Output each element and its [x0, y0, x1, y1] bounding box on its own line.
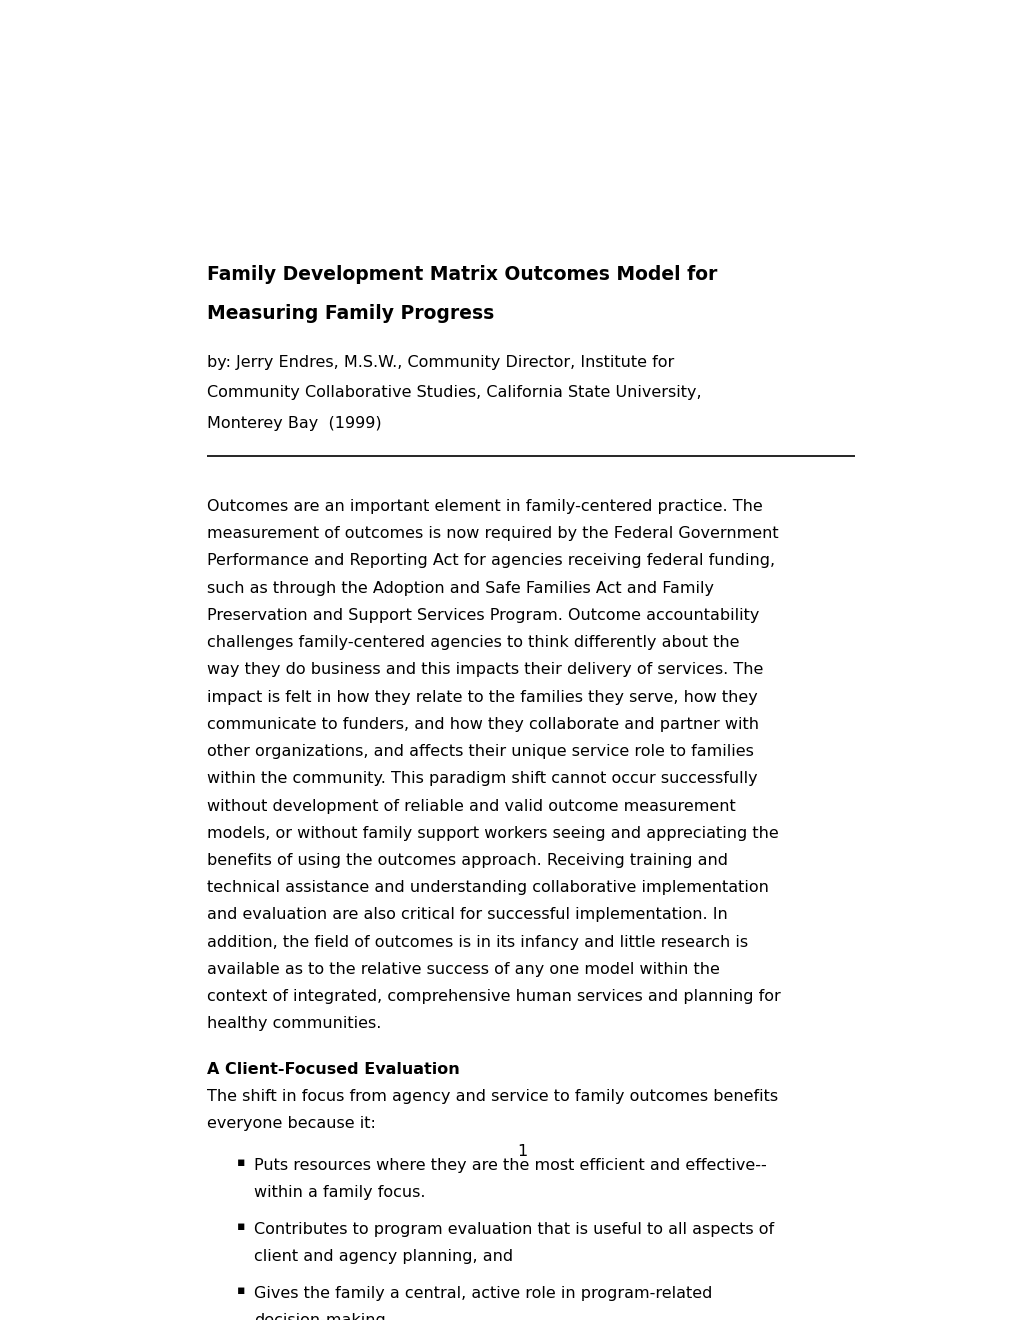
- Text: within the community. This paradigm shift cannot occur successfully: within the community. This paradigm shif…: [206, 771, 756, 787]
- Text: Puts resources where they are the most efficient and effective--: Puts resources where they are the most e…: [254, 1158, 766, 1173]
- Text: challenges family-centered agencies to think differently about the: challenges family-centered agencies to t…: [206, 635, 739, 649]
- Text: Family Development Matrix Outcomes Model for: Family Development Matrix Outcomes Model…: [206, 265, 716, 284]
- Text: Gives the family a central, active role in program-related: Gives the family a central, active role …: [254, 1286, 711, 1302]
- Text: decision-making.: decision-making.: [254, 1313, 390, 1320]
- Text: addition, the field of outcomes is in its infancy and little research is: addition, the field of outcomes is in it…: [206, 935, 747, 949]
- Text: other organizations, and affects their unique service role to families: other organizations, and affects their u…: [206, 744, 753, 759]
- Text: ▪: ▪: [236, 1220, 245, 1233]
- Text: communicate to funders, and how they collaborate and partner with: communicate to funders, and how they col…: [206, 717, 758, 731]
- Text: ▪: ▪: [236, 1156, 245, 1170]
- Text: and evaluation are also critical for successful implementation. In: and evaluation are also critical for suc…: [206, 907, 727, 923]
- Text: A Client-Focused Evaluation: A Client-Focused Evaluation: [206, 1063, 459, 1077]
- Text: Performance and Reporting Act for agencies receiving federal funding,: Performance and Reporting Act for agenci…: [206, 553, 773, 569]
- Text: such as through the Adoption and Safe Families Act and Family: such as through the Adoption and Safe Fa…: [206, 581, 713, 595]
- Text: Contributes to program evaluation that is useful to all aspects of: Contributes to program evaluation that i…: [254, 1222, 773, 1237]
- Text: measurement of outcomes is now required by the Federal Government: measurement of outcomes is now required …: [206, 527, 777, 541]
- Text: Preservation and Support Services Program. Outcome accountability: Preservation and Support Services Progra…: [206, 607, 758, 623]
- Text: context of integrated, comprehensive human services and planning for: context of integrated, comprehensive hum…: [206, 989, 780, 1005]
- Text: ▪: ▪: [236, 1284, 245, 1298]
- Text: Outcomes are an important element in family-centered practice. The: Outcomes are an important element in fam…: [206, 499, 761, 513]
- Text: impact is felt in how they relate to the families they serve, how they: impact is felt in how they relate to the…: [206, 689, 756, 705]
- Text: Community Collaborative Studies, California State University,: Community Collaborative Studies, Califor…: [206, 385, 700, 400]
- Text: benefits of using the outcomes approach. Receiving training and: benefits of using the outcomes approach.…: [206, 853, 727, 869]
- Text: healthy communities.: healthy communities.: [206, 1016, 380, 1031]
- Text: The shift in focus from agency and service to family outcomes benefits: The shift in focus from agency and servi…: [206, 1089, 776, 1105]
- Text: Monterey Bay  (1999): Monterey Bay (1999): [206, 416, 381, 430]
- Text: models, or without family support workers seeing and appreciating the: models, or without family support worker…: [206, 826, 777, 841]
- Text: by: Jerry Endres, M.S.W., Community Director, Institute for: by: Jerry Endres, M.S.W., Community Dire…: [206, 355, 674, 370]
- Text: 1: 1: [517, 1144, 528, 1159]
- Text: way they do business and this impacts their delivery of services. The: way they do business and this impacts th…: [206, 663, 762, 677]
- Text: without development of reliable and valid outcome measurement: without development of reliable and vali…: [206, 799, 735, 813]
- Text: client and agency planning, and: client and agency planning, and: [254, 1249, 513, 1265]
- Text: Measuring Family Progress: Measuring Family Progress: [206, 304, 493, 323]
- Text: technical assistance and understanding collaborative implementation: technical assistance and understanding c…: [206, 880, 767, 895]
- Text: available as to the relative success of any one model within the: available as to the relative success of …: [206, 962, 718, 977]
- Text: everyone because it:: everyone because it:: [206, 1117, 375, 1131]
- Text: within a family focus.: within a family focus.: [254, 1185, 425, 1200]
